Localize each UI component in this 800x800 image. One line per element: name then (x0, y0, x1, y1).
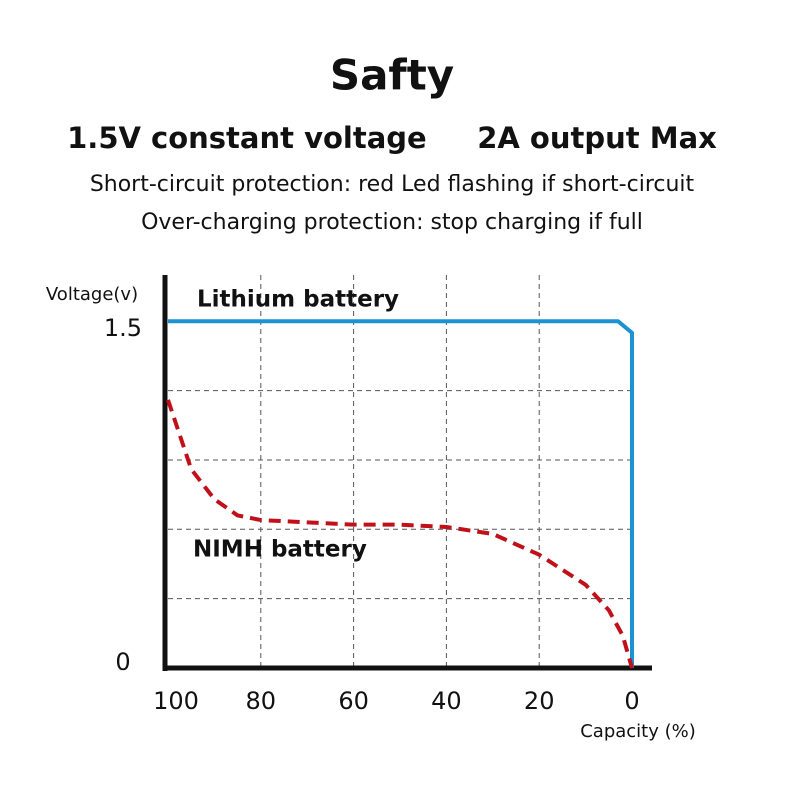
series-line (166, 399, 634, 669)
series-label: NIMH battery (193, 537, 367, 563)
y-tick-label: 1.5 (104, 314, 142, 342)
subtitle: 1.5V constant voltage 2A output Max (67, 121, 717, 155)
y-tick-label: 0 (115, 648, 130, 676)
series-line (168, 319, 634, 668)
chart-title: Safty (330, 51, 454, 100)
x-tick-label: 40 (431, 687, 462, 715)
note: Short-circuit protection: red Led flashi… (90, 172, 695, 197)
x-tick-label: 0 (624, 687, 639, 715)
x-tick-label: 60 (338, 687, 369, 715)
x-tick-label: 20 (524, 687, 555, 715)
series-label: Lithium battery (197, 287, 399, 313)
y-axis-label: Voltage(v) (46, 284, 138, 305)
x-tick-label: 80 (246, 687, 277, 715)
note: Over-charging protection: stop charging … (141, 210, 643, 235)
x-axis-label: Capacity (%) (580, 721, 696, 742)
x-tick-label: 100 (153, 687, 199, 715)
